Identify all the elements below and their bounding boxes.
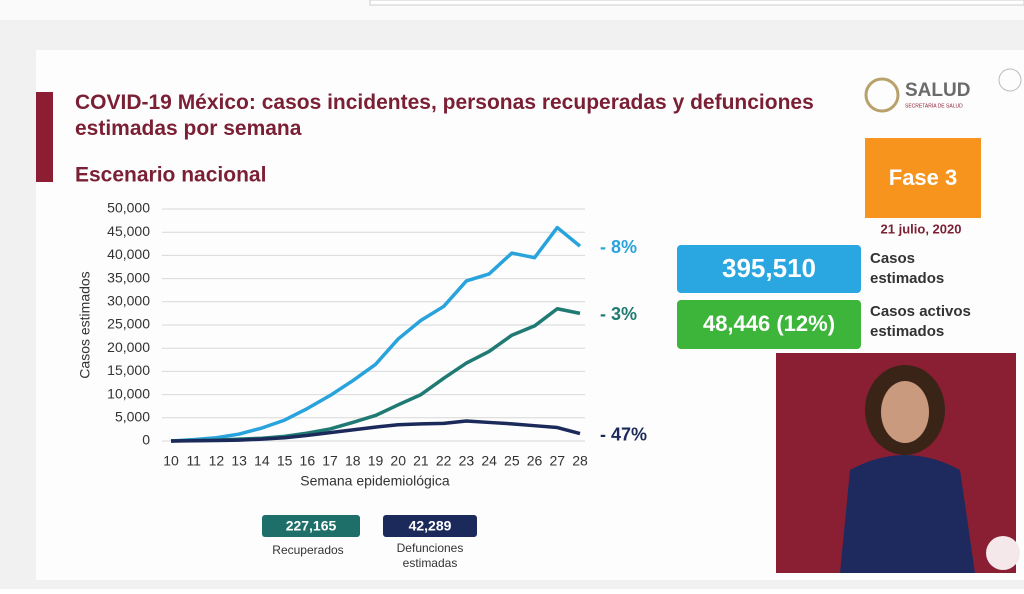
series-line bbox=[170, 419, 581, 443]
x-tick-label: 26 bbox=[527, 453, 543, 469]
x-tick-label: 17 bbox=[322, 453, 338, 469]
y-tick-label: 5,000 bbox=[115, 409, 150, 425]
summary-value: 227,165 bbox=[286, 518, 337, 534]
interpreter-face bbox=[881, 381, 929, 443]
end-label: - 3% bbox=[600, 304, 637, 324]
y-tick-label: 10,000 bbox=[107, 385, 150, 401]
summary-label: estimadas bbox=[403, 556, 458, 570]
kpi-label: estimados bbox=[870, 270, 944, 287]
corner-logo bbox=[986, 536, 1020, 570]
x-tick-label: 24 bbox=[481, 453, 497, 469]
y-tick-label: 40,000 bbox=[107, 246, 150, 262]
y-tick-label: 50,000 bbox=[107, 200, 150, 216]
summary-box bbox=[262, 515, 360, 537]
info-icon[interactable] bbox=[998, 68, 1022, 92]
logo-emblem bbox=[864, 77, 900, 113]
y-tick-label: 0 bbox=[142, 432, 150, 448]
logo: SALUD bbox=[905, 80, 970, 101]
summary-label: Recuperados bbox=[272, 543, 343, 557]
x-tick-label: 18 bbox=[345, 453, 361, 469]
kpi-box bbox=[677, 245, 861, 293]
x-tick-label: 19 bbox=[368, 453, 384, 469]
y-tick-label: 35,000 bbox=[107, 269, 150, 285]
x-tick-label: 15 bbox=[277, 453, 293, 469]
y-tick-label: 20,000 bbox=[107, 339, 150, 355]
end-label: - 47% bbox=[600, 424, 647, 444]
x-tick-label: 25 bbox=[504, 453, 520, 469]
date: 21 julio, 2020 bbox=[881, 221, 962, 236]
x-tick-label: 22 bbox=[436, 453, 452, 469]
kpi-value: 48,446 (12%) bbox=[703, 311, 835, 336]
summary-value: 42,289 bbox=[409, 518, 452, 534]
kpi-value: 395,510 bbox=[722, 253, 816, 283]
summary-label: Defunciones bbox=[397, 541, 464, 555]
kpi-box bbox=[677, 300, 861, 349]
series-line bbox=[170, 225, 582, 443]
x-tick-label: 21 bbox=[413, 453, 429, 469]
x-tick-label: 13 bbox=[231, 453, 247, 469]
kpi-label: estimados bbox=[870, 323, 944, 340]
y-tick-label: 30,000 bbox=[107, 293, 150, 309]
x-tick-label: 10 bbox=[163, 453, 179, 469]
x-tick-label: 16 bbox=[300, 453, 316, 469]
x-tick-label: 28 bbox=[572, 453, 588, 469]
y-tick-label: 25,000 bbox=[107, 316, 150, 332]
kpi-label: Casos activos bbox=[870, 303, 971, 320]
logo-subtitle: SECRETARÍA DE SALUD bbox=[905, 102, 963, 109]
x-tick-label: 12 bbox=[209, 453, 225, 469]
x-tick-label: 20 bbox=[390, 453, 406, 469]
y-tick-label: 15,000 bbox=[107, 362, 150, 378]
summary-box bbox=[383, 515, 477, 537]
end-label: - 8% bbox=[600, 237, 637, 257]
chart-title: COVID-19 México: casos incidentes, perso… bbox=[75, 91, 814, 140]
x-tick-label: 23 bbox=[459, 453, 475, 469]
x-tick-label: 11 bbox=[186, 453, 201, 469]
chart-subtitle: Escenario nacional bbox=[75, 164, 266, 187]
title-accent bbox=[36, 92, 53, 182]
phase-box bbox=[865, 138, 981, 218]
x-tick-label: 14 bbox=[254, 453, 270, 469]
interpreter-body bbox=[840, 455, 975, 573]
address-bar bbox=[369, 0, 1024, 6]
y-axis-label: Casos estimados bbox=[77, 271, 93, 378]
y-tick-label: 45,000 bbox=[107, 223, 150, 239]
x-tick-label: 27 bbox=[549, 453, 565, 469]
kpi-label: Casos bbox=[870, 250, 915, 267]
phase: Fase 3 bbox=[889, 165, 958, 190]
x-axis-label: Semana epidemiológica bbox=[300, 473, 450, 489]
